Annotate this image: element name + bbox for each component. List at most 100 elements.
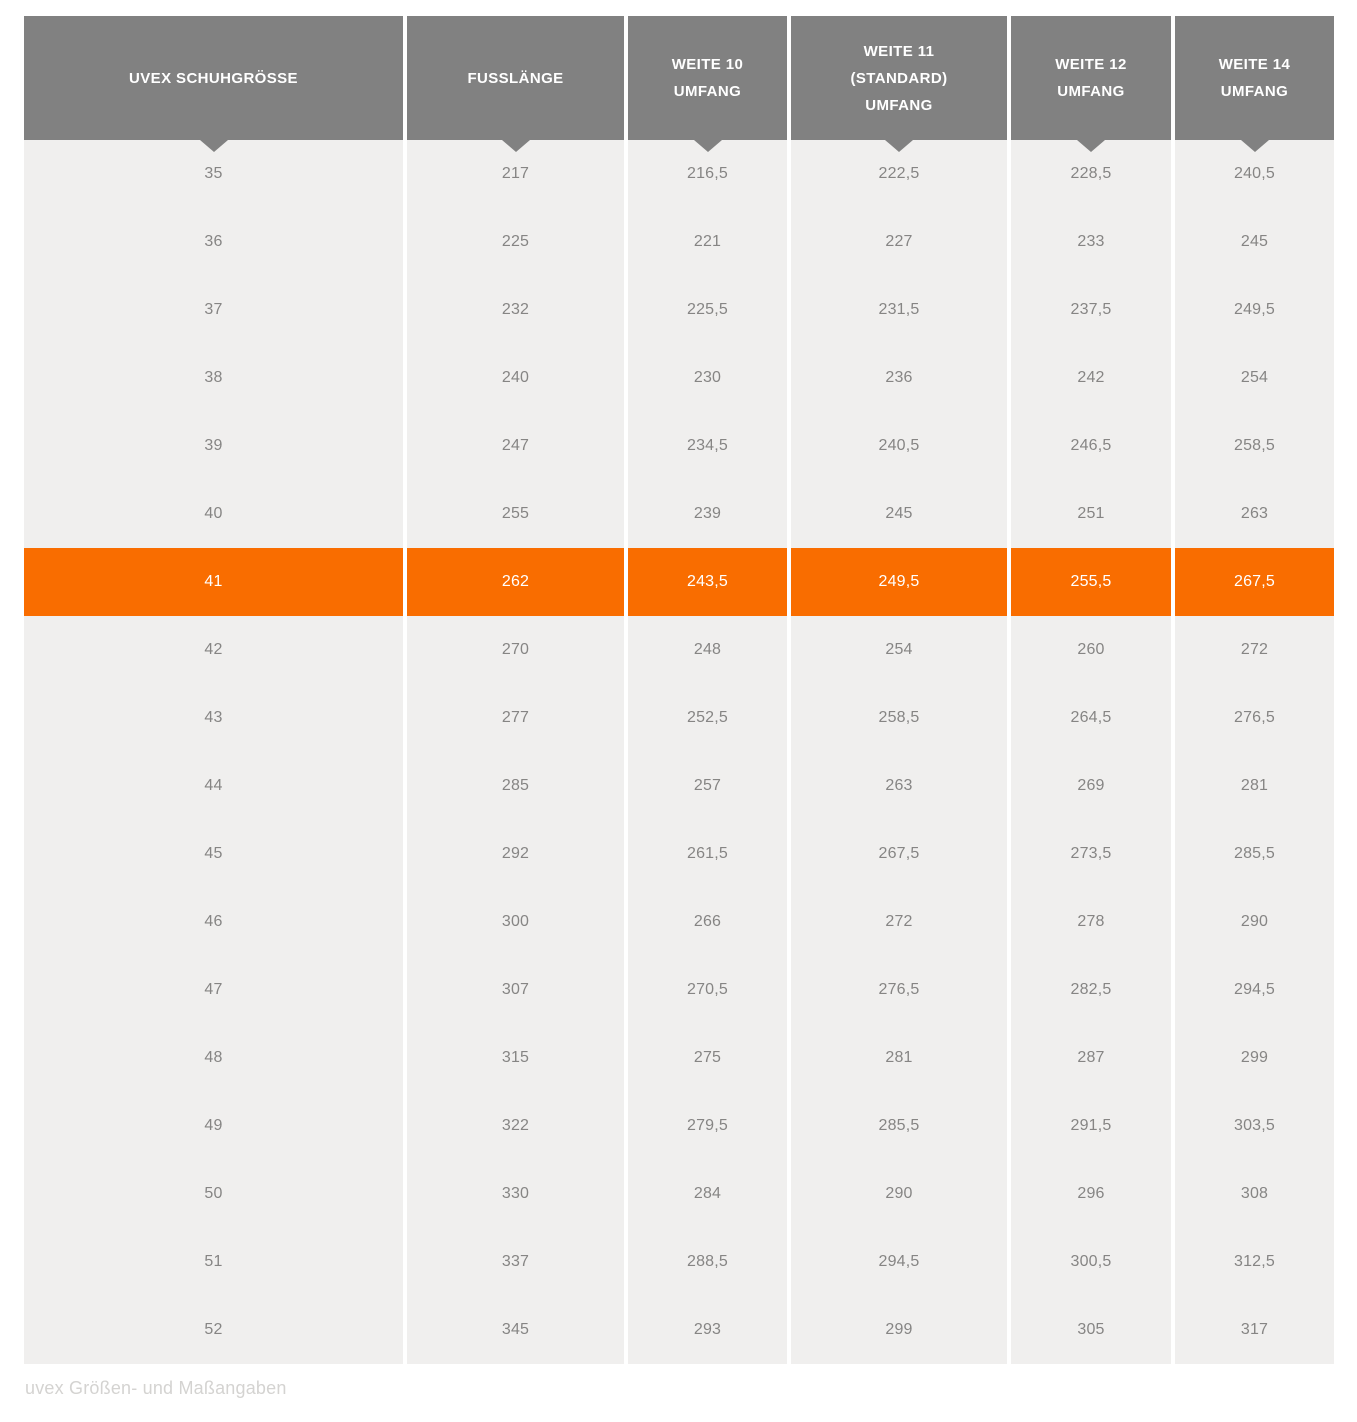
table-cell: 303,5 <box>1175 1092 1334 1160</box>
table-row[interactable]: 52 345 293 299 305 317 <box>24 1296 1334 1364</box>
table-row[interactable]: 50 330 284 290 296 308 <box>24 1160 1334 1228</box>
table-cell: 51 <box>24 1228 403 1296</box>
table-cell: 263 <box>791 752 1007 820</box>
table-cell: 255 <box>407 480 624 548</box>
table-cell: 252,5 <box>628 684 787 752</box>
table-row[interactable]: 49 322 279,5 285,5 291,5 303,5 <box>24 1092 1334 1160</box>
table-cell: 42 <box>24 616 403 684</box>
table-body: 35 217 216,5 222,5 228,5 240,5 36 225 221 227 233 2… <box>24 140 1334 1364</box>
table-cell: 322 <box>407 1092 624 1160</box>
table-cell: 294,5 <box>791 1228 1007 1296</box>
table-cell: 240 <box>407 344 624 412</box>
table-cell: 255,5 <box>1011 548 1171 616</box>
table-cell: 249,5 <box>1175 276 1334 344</box>
table-row[interactable]: 48 315 275 281 287 299 <box>24 1024 1334 1092</box>
table-cell: 48 <box>24 1024 403 1092</box>
table-cell: 44 <box>24 752 403 820</box>
table-cell: 277 <box>407 684 624 752</box>
chevron-down-icon <box>885 140 913 152</box>
column-header: UVEX SCHUHGRÖSSE <box>24 16 403 152</box>
table-header-row: UVEX SCHUHGRÖSSE FUSSLÄNGE WEITE 10 UMFANG… <box>24 16 1334 152</box>
table-row-selected[interactable]: 41 262 243,5 249,5 255,5 267,5 <box>24 548 1334 616</box>
table-row[interactable]: 37 232 225,5 231,5 237,5 249,5 <box>24 276 1334 344</box>
chevron-down-icon <box>693 140 722 152</box>
table-cell: 296 <box>1011 1160 1171 1228</box>
table-cell: 275 <box>628 1024 787 1092</box>
table-cell: 285,5 <box>791 1092 1007 1160</box>
table-row[interactable]: 42 270 248 254 260 272 <box>24 616 1334 684</box>
table-cell: 300,5 <box>1011 1228 1171 1296</box>
table-cell: 43 <box>24 684 403 752</box>
table-cell: 290 <box>791 1160 1007 1228</box>
table-row[interactable]: 38 240 230 236 242 254 <box>24 344 1334 412</box>
table-cell: 254 <box>1175 344 1334 412</box>
column-header-label: UVEX SCHUHGRÖSSE <box>129 69 298 87</box>
table-cell: 312,5 <box>1175 1228 1334 1296</box>
table-row[interactable]: 43 277 252,5 258,5 264,5 276,5 <box>24 684 1334 752</box>
table-row[interactable]: 47 307 270,5 276,5 282,5 294,5 <box>24 956 1334 1024</box>
table-cell: 50 <box>24 1160 403 1228</box>
table-cell: 300 <box>407 888 624 956</box>
table-cell: 258,5 <box>791 684 1007 752</box>
table-cell: 239 <box>628 480 787 548</box>
table-cell: 240,5 <box>791 412 1007 480</box>
table-cell: 285,5 <box>1175 820 1334 888</box>
table-cell: 276,5 <box>791 956 1007 1024</box>
column-header-label: WEITE 12 UMFANG <box>1055 56 1127 100</box>
table-cell: 38 <box>24 344 403 412</box>
table-cell: 236 <box>791 344 1007 412</box>
table-row[interactable]: 45 292 261,5 267,5 273,5 285,5 <box>24 820 1334 888</box>
table-cell: 337 <box>407 1228 624 1296</box>
table-cell: 284 <box>628 1160 787 1228</box>
table-cell: 267,5 <box>791 820 1007 888</box>
table-cell: 246,5 <box>1011 412 1171 480</box>
table-cell: 262 <box>407 548 624 616</box>
table-cell: 290 <box>1175 888 1334 956</box>
table-cell: 254 <box>791 616 1007 684</box>
table-cell: 40 <box>24 480 403 548</box>
table-cell: 272 <box>791 888 1007 956</box>
table-cell: 279,5 <box>628 1092 787 1160</box>
table-cell: 225,5 <box>628 276 787 344</box>
chevron-down-icon <box>1077 140 1105 152</box>
table-cell: 225 <box>407 208 624 276</box>
table-row[interactable]: 36 225 221 227 233 245 <box>24 208 1334 276</box>
table-cell: 293 <box>628 1296 787 1364</box>
table-cell: 282,5 <box>1011 956 1171 1024</box>
column-header-label: WEITE 10 UMFANG <box>671 56 744 100</box>
table-cell: 41 <box>24 548 403 616</box>
table-cell: 281 <box>791 1024 1007 1092</box>
column-header: FUSSLÄNGE <box>407 16 624 152</box>
table-row[interactable]: 44 285 257 263 269 281 <box>24 752 1334 820</box>
uvex-size-table: UVEX SCHUHGRÖSSE FUSSLÄNGE WEITE 10 UMFANG… <box>24 16 1334 1364</box>
table-cell: 249,5 <box>791 548 1007 616</box>
table-cell: 276,5 <box>1175 684 1334 752</box>
table-row[interactable]: 51 337 288,5 294,5 300,5 312,5 <box>24 1228 1334 1296</box>
table-cell: 216,5 <box>628 140 787 208</box>
table-row[interactable]: 39 247 234,5 240,5 246,5 258,5 <box>24 412 1334 480</box>
table-cell: 291,5 <box>1011 1092 1171 1160</box>
table-cell: 242 <box>1011 344 1171 412</box>
table-cell: 260 <box>1011 616 1171 684</box>
table-cell: 234,5 <box>628 412 787 480</box>
table-cell: 299 <box>1175 1024 1334 1092</box>
table-cell: 36 <box>24 208 403 276</box>
table-cell: 231,5 <box>791 276 1007 344</box>
table-cell: 248 <box>628 616 787 684</box>
table-row[interactable]: 46 300 266 272 278 290 <box>24 888 1334 956</box>
table-cell: 251 <box>1011 480 1171 548</box>
table-cell: 281 <box>1175 752 1334 820</box>
column-header: WEITE 11 (STANDARD) UMFANG <box>791 16 1007 152</box>
table-caption: uvex Größen- und Maßangaben <box>25 1378 287 1398</box>
table-cell: 247 <box>407 412 624 480</box>
table-cell: 299 <box>791 1296 1007 1364</box>
chevron-down-icon <box>199 140 228 152</box>
column-header-label: WEITE 11 (STANDARD) UMFANG <box>850 42 948 114</box>
column-header: WEITE 14 UMFANG <box>1175 16 1334 152</box>
table-cell: 245 <box>1175 208 1334 276</box>
table-cell: 227 <box>791 208 1007 276</box>
table-cell: 45 <box>24 820 403 888</box>
table-cell: 307 <box>407 956 624 1024</box>
table-row[interactable]: 40 255 239 245 251 263 <box>24 480 1334 548</box>
